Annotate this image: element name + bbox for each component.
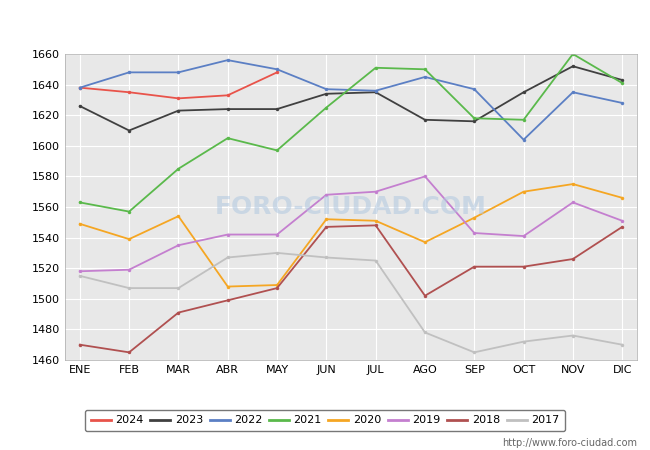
Text: Afiliados en Teià a 31/5/2024: Afiliados en Teià a 31/5/2024	[205, 14, 445, 33]
Legend: 2024, 2023, 2022, 2021, 2020, 2019, 2018, 2017: 2024, 2023, 2022, 2021, 2020, 2019, 2018…	[85, 410, 565, 431]
Text: http://www.foro-ciudad.com: http://www.foro-ciudad.com	[502, 438, 637, 448]
Text: FORO-CIUDAD.COM: FORO-CIUDAD.COM	[215, 195, 487, 219]
